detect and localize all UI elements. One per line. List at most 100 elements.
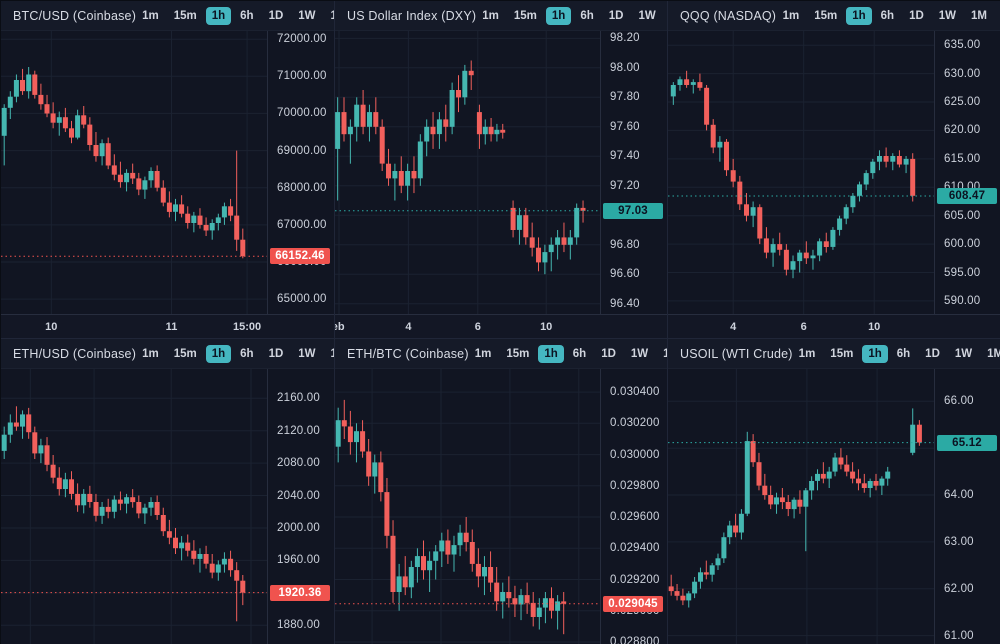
chart-area: 635.00630.00625.00620.00615.00610.00605.…	[668, 31, 1000, 314]
candle	[820, 462, 826, 484]
candle	[885, 466, 891, 486]
panel-header: ETH/USD (Coinbase) 1m 15m 1h 6h 1D 1W 1M	[1, 339, 334, 369]
price-tick-label: 97.20	[610, 179, 640, 192]
time-axis[interactable]: 4 6 10	[668, 314, 1000, 338]
price-tick-label: 0.030200	[610, 417, 660, 430]
candle	[69, 120, 74, 144]
timeframe-button-1d[interactable]: 1D	[268, 347, 284, 360]
timeframe-button-1m[interactable]: 1M	[657, 345, 667, 363]
candlestick-plot[interactable]	[668, 31, 934, 314]
timeframe-button-1d[interactable]: 1D	[268, 9, 284, 22]
timeframe-button-1h[interactable]: 1h	[862, 344, 888, 363]
timeframe-button-1w[interactable]: 1W	[630, 347, 649, 360]
timeframe-button-15m[interactable]: 15m	[506, 347, 530, 360]
candlestick-chart-eth-btc[interactable]	[335, 369, 600, 644]
candle	[427, 551, 433, 592]
timeframe-button-1h[interactable]: 1h	[205, 6, 232, 25]
time-axis[interactable]: eb 4 6 10	[335, 314, 667, 338]
candlestick-chart-qqq[interactable]	[668, 31, 934, 314]
candle	[449, 82, 455, 135]
timeframe-button-1d[interactable]: 1D	[909, 9, 924, 22]
candle	[341, 399, 347, 439]
price-tick-label: 2120.00	[277, 424, 320, 437]
timeframe-button-15m[interactable]: 15m	[173, 347, 197, 360]
candle	[136, 495, 142, 519]
candle	[674, 584, 680, 601]
timeframe-button-15m[interactable]: 15m	[173, 9, 197, 22]
timeframe-button-1w[interactable]: 1W	[298, 347, 316, 360]
candlestick-plot[interactable]	[335, 369, 600, 644]
price-axis[interactable]: 98.2098.0097.8097.6097.4097.2097.0096.80…	[600, 31, 667, 314]
price-tick-label: 1880.00	[277, 619, 320, 632]
timeframe-button-1m[interactable]: 1m	[474, 347, 492, 360]
candle	[536, 598, 542, 630]
timeframe-button-1w[interactable]: 1W	[298, 9, 316, 22]
timeframe-button-1m[interactable]: 1m	[782, 9, 800, 22]
time-tick-label: 11	[165, 320, 178, 333]
timeframe-button-1w[interactable]: 1W	[938, 9, 957, 22]
timeframe-button-1m[interactable]: 1M	[971, 9, 987, 22]
timeframe-button-6h[interactable]: 6h	[572, 347, 587, 360]
candlestick-chart-btc-usd[interactable]	[1, 31, 267, 314]
price-tick-label: 615.00	[944, 152, 981, 165]
price-axis[interactable]: 2160.00 2120.00 2080.00 2040.00 2000.00 1960.…	[267, 369, 334, 644]
candle	[873, 473, 879, 491]
timeframe-button-6h[interactable]: 6h	[880, 9, 895, 22]
timeframe-button-6h[interactable]: 6h	[896, 347, 911, 360]
timeframe-button-15m[interactable]: 15m	[814, 9, 838, 22]
timeframe-button-1w[interactable]: 1W	[638, 9, 656, 22]
candle	[215, 560, 221, 581]
timeframe-button-1w[interactable]: 1W	[954, 347, 973, 360]
timeframe-button-1h[interactable]: 1h	[545, 6, 572, 25]
timeframe-button-1h[interactable]: 1h	[205, 344, 232, 363]
candlestick-chart-dxy[interactable]	[335, 31, 600, 314]
price-axis[interactable]: 635.00630.00625.00620.00615.00610.00605.…	[934, 31, 1000, 314]
candlestick-chart-usoil[interactable]	[668, 369, 934, 644]
candle	[197, 208, 203, 229]
timeframe-button-15m[interactable]: 15m	[513, 9, 537, 22]
timeframe-button-1h[interactable]: 1h	[538, 344, 564, 363]
timeframe-button-6h[interactable]: 6h	[580, 9, 594, 22]
candle	[704, 85, 710, 131]
timeframe-button-1d[interactable]: 1D	[601, 347, 616, 360]
candlestick-plot[interactable]	[668, 369, 934, 644]
candle	[185, 534, 191, 557]
price-tick-label: 0.029600	[610, 511, 660, 523]
candle	[530, 592, 536, 627]
candle	[832, 452, 838, 477]
timeframe-button-6h[interactable]: 6h	[240, 347, 254, 360]
candle	[56, 111, 62, 136]
candlestick-chart-eth-usd[interactable]	[1, 369, 267, 644]
timeframe-button-1m[interactable]: 1m	[798, 347, 816, 360]
timeframe-button-1m[interactable]: 1m	[482, 9, 499, 22]
timeframe-button-1m[interactable]: 1m	[142, 9, 159, 22]
candle	[1, 426, 7, 459]
price-tick-label: 63.00	[944, 535, 974, 548]
timeframe-button-1m[interactable]: 1M	[330, 9, 334, 22]
candle	[111, 154, 117, 181]
price-axis[interactable]: 0.030400 0.030200 0.030000 0.029800 0.029600…	[600, 369, 667, 644]
timeframe-button-6h[interactable]: 6h	[240, 9, 254, 22]
candle	[421, 540, 426, 580]
timeframe-button-1h[interactable]: 1h	[846, 6, 872, 25]
candle	[542, 592, 548, 624]
candle	[191, 211, 197, 233]
candle	[555, 230, 561, 260]
candlestick-plot[interactable]	[335, 31, 600, 314]
candle	[494, 567, 500, 611]
timeframe-button-1m[interactable]: 1M	[987, 347, 1000, 360]
timeframe-button-1d[interactable]: 1D	[925, 347, 940, 360]
candlestick-plot[interactable]	[1, 31, 267, 314]
price-axis[interactable]: 72000.00 71000.00 70000.00 69000.00 68000.00…	[267, 31, 334, 314]
candle	[360, 90, 366, 135]
time-axis[interactable]: 10 11 15:00	[1, 314, 334, 338]
candle	[117, 491, 123, 511]
candle	[20, 68, 25, 95]
timeframe-button-1m[interactable]: 1M	[325, 345, 334, 363]
timeframe-button-1m[interactable]: 1m	[142, 347, 159, 360]
timeframe-button-1d[interactable]: 1D	[608, 9, 624, 22]
timeframe-button-15m[interactable]: 15m	[830, 347, 854, 360]
price-tick-label: 66.00	[944, 395, 974, 408]
candlestick-plot[interactable]	[1, 369, 267, 644]
